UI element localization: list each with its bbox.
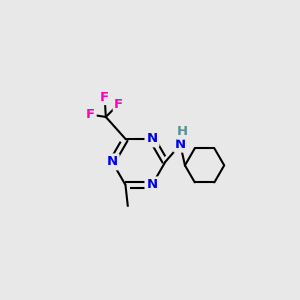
Text: N: N [175, 138, 186, 151]
Text: N: N [106, 155, 118, 168]
Text: N: N [146, 178, 158, 191]
Text: F: F [100, 91, 109, 104]
Text: N: N [146, 132, 158, 146]
Text: F: F [114, 98, 123, 111]
Text: F: F [86, 108, 95, 121]
Text: H: H [177, 125, 188, 138]
